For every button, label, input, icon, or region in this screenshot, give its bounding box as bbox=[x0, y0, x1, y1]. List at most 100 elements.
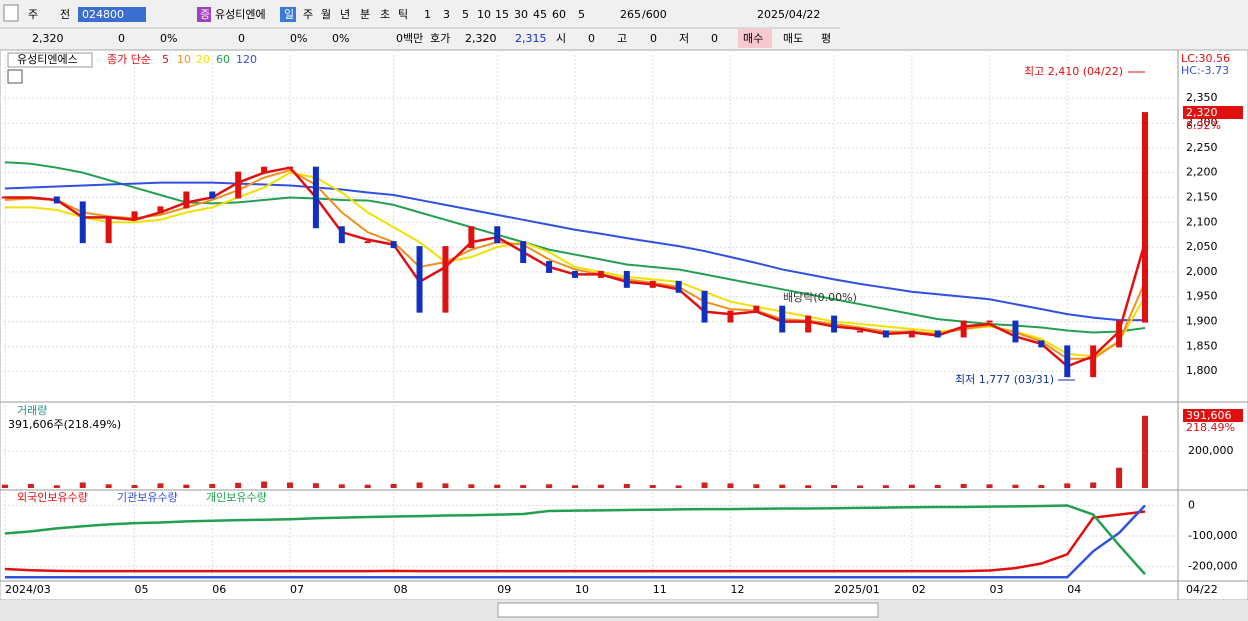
toolbar-item[interactable]: 증 bbox=[200, 8, 210, 21]
volume-bar bbox=[468, 484, 475, 488]
volume-bar bbox=[183, 484, 190, 488]
info-item: 저 bbox=[679, 32, 689, 45]
candle bbox=[520, 241, 527, 263]
code-box bbox=[78, 7, 146, 22]
info-item: 호가 bbox=[430, 32, 450, 45]
volume-bar bbox=[235, 482, 242, 488]
toolbar-item[interactable]: /600 bbox=[642, 8, 667, 21]
toolbar-item[interactable]: 265 bbox=[620, 8, 641, 21]
ex-dividend: 배당락(0.00%) bbox=[783, 291, 857, 304]
toolbar-item[interactable]: 5 bbox=[462, 8, 469, 21]
period-active bbox=[280, 7, 296, 22]
y-tick-label: 200,000 bbox=[1188, 444, 1234, 457]
legend-entry[interactable]: 5 bbox=[162, 53, 169, 66]
buy-button bbox=[738, 29, 772, 48]
info-item: 0% bbox=[332, 32, 349, 45]
x-tick-label: 11 bbox=[653, 583, 667, 596]
menu-button[interactable] bbox=[3, 4, 19, 22]
candle bbox=[105, 216, 112, 244]
toolbar-item[interactable]: 유성티엔에 bbox=[215, 8, 266, 21]
toolbar-item[interactable]: 전 bbox=[60, 8, 70, 21]
candle bbox=[1064, 345, 1071, 378]
legend-entry[interactable]: 60 bbox=[216, 53, 230, 66]
y-tick-label: 1,900 bbox=[1186, 315, 1218, 328]
volume-bar bbox=[287, 482, 293, 488]
info-item[interactable]: 매도 bbox=[783, 32, 803, 45]
change-rate: 8.92% bbox=[1186, 119, 1221, 132]
toolbar-item[interactable]: 일 bbox=[284, 7, 294, 21]
legend-entry[interactable]: 10 bbox=[177, 53, 191, 66]
volume-bar bbox=[364, 484, 371, 488]
candle bbox=[934, 330, 941, 338]
candle bbox=[287, 166, 293, 169]
toolbar-item[interactable]: 5 bbox=[578, 8, 585, 21]
volume-bar bbox=[908, 484, 915, 488]
info-item: 0% bbox=[290, 32, 307, 45]
candle bbox=[312, 166, 319, 229]
toolbar-item[interactable]: 주 bbox=[28, 8, 38, 21]
toolbar-item[interactable]: 3 bbox=[443, 8, 450, 21]
x-tick-label: 07 bbox=[290, 583, 304, 596]
legend-entry[interactable]: 120 bbox=[236, 53, 257, 66]
toolbar-item[interactable]: 분 bbox=[360, 8, 370, 21]
volume-bar bbox=[753, 484, 760, 488]
legend-entry[interactable]: 기관보유수량 bbox=[117, 491, 178, 504]
info-item: 2,320 bbox=[32, 32, 64, 45]
x-tick-label: 12 bbox=[730, 583, 744, 596]
toolbar-item[interactable]: 틱 bbox=[398, 8, 408, 21]
x-tick-label: 2025/01 bbox=[834, 583, 880, 596]
toolbar-item[interactable]: 024800 bbox=[82, 8, 124, 21]
high-annotation: 최고 2,410 (04/22) bbox=[1024, 65, 1123, 78]
grid-icon[interactable] bbox=[7, 69, 23, 84]
candle bbox=[572, 270, 578, 278]
legend-entry[interactable]: 20 bbox=[196, 53, 210, 66]
volume-bar bbox=[857, 485, 863, 488]
legend-entry[interactable]: 개인보유수량 bbox=[206, 491, 267, 504]
info-item[interactable]: 평 bbox=[821, 32, 831, 45]
toolbar-item[interactable]: 월 bbox=[321, 8, 331, 21]
volume-bar bbox=[131, 485, 138, 488]
market-badge bbox=[197, 7, 211, 22]
info-item: 시 bbox=[556, 32, 566, 45]
toolbar-item[interactable]: 2025/04/22 bbox=[757, 8, 820, 21]
candle bbox=[908, 330, 915, 338]
candle bbox=[53, 196, 60, 204]
hc-label: HC:-3.73 bbox=[1181, 64, 1229, 77]
x-tick-label: 10 bbox=[575, 583, 589, 596]
candle bbox=[831, 315, 838, 333]
x-tick-label: 05 bbox=[135, 583, 149, 596]
x-tick-label: 08 bbox=[394, 583, 408, 596]
y-tick-label: 2,150 bbox=[1186, 190, 1218, 203]
toolbar-item[interactable]: 년 bbox=[340, 8, 350, 21]
legend-entry[interactable]: 외국인보유수량 bbox=[17, 491, 88, 504]
panel-title: 거래량 bbox=[17, 404, 47, 417]
candle bbox=[1012, 320, 1019, 343]
last-price-box bbox=[1183, 106, 1243, 119]
info-item[interactable]: 매수 bbox=[743, 32, 763, 45]
x-tick-label: 03 bbox=[990, 583, 1004, 596]
volume-bar bbox=[520, 485, 527, 488]
y-tick-label: 2,000 bbox=[1186, 265, 1218, 278]
toolbar-item[interactable]: 10 bbox=[477, 8, 491, 21]
toolbar-item[interactable]: 30 bbox=[514, 8, 528, 21]
volume-bar bbox=[934, 485, 941, 488]
toolbar-item[interactable]: 45 bbox=[533, 8, 547, 21]
info-item: 2,315 bbox=[515, 32, 547, 45]
volume-bar bbox=[494, 484, 501, 488]
y-tick-label: 1,950 bbox=[1186, 290, 1218, 303]
volume-bar bbox=[53, 485, 60, 488]
info-item: 2,320 bbox=[465, 32, 497, 45]
toolbar-item[interactable]: 주 bbox=[303, 8, 313, 21]
info-item: 0 bbox=[588, 32, 595, 45]
candle bbox=[79, 201, 86, 244]
toolbar-item[interactable]: 1 bbox=[424, 8, 431, 21]
volume-bar bbox=[1012, 484, 1019, 488]
toolbar-item[interactable]: 초 bbox=[380, 8, 390, 21]
candle bbox=[1038, 340, 1045, 348]
moving-average bbox=[4, 181, 1145, 322]
volume-bar bbox=[960, 483, 967, 488]
toolbar-item[interactable]: 60 bbox=[552, 8, 566, 21]
volume-bar bbox=[597, 484, 604, 488]
scroll-thumb[interactable] bbox=[497, 602, 879, 618]
toolbar-item[interactable]: 15 bbox=[495, 8, 509, 21]
